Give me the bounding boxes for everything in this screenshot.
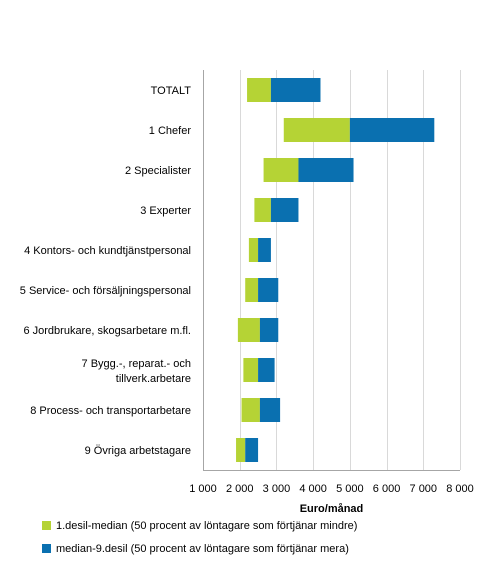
bar-lower-half	[263, 158, 299, 182]
category-label: 5 Service- och försäljningspersonal	[20, 285, 191, 297]
legend-swatch-lower	[42, 521, 51, 530]
category-labels: TOTALT 1 Chefer 2 Specialister 3 Experter 4 …	[20, 85, 192, 457]
category-label: TOTALT	[151, 85, 192, 97]
bars	[236, 78, 435, 462]
x-tick-label: 6 000	[373, 483, 401, 495]
x-tick-label: 1 000	[189, 483, 217, 495]
bar-upper-half	[270, 198, 299, 222]
bar-lower-half	[236, 438, 246, 462]
bar-upper-half	[245, 438, 259, 462]
legend-label-lower: 1.desil-median (50 procent av löntagare …	[56, 520, 357, 532]
x-tick-label: 5 000	[336, 483, 364, 495]
category-label: 6 Jordbrukare, skogsarbetare m.fl.	[23, 325, 191, 337]
category-label: 4 Kontors- och kundtjänstpersonal	[24, 245, 191, 257]
x-axis: 1 000 2 000 3 000 4 000 5 000 6 000 7 000 8 000	[189, 470, 474, 495]
bar-upper-half	[270, 78, 321, 102]
category-label-line: 7 Bygg.-, reparat.- och	[82, 358, 191, 370]
bar-upper-half	[259, 318, 279, 342]
x-tick-label: 4 000	[299, 483, 327, 495]
bar-lower-half	[243, 358, 259, 382]
bar-lower-half	[283, 118, 350, 142]
x-tick-label: 3 000	[263, 483, 291, 495]
bar-upper-half	[258, 358, 275, 382]
x-tick-label: 2 000	[226, 483, 254, 495]
x-tick-label: 7 000	[410, 483, 438, 495]
category-label: 7 Bygg.-, reparat.- och tillverk.arbetare	[82, 358, 191, 385]
category-label-line: tillverk.arbetare	[116, 373, 191, 385]
bar-upper-half	[258, 278, 279, 302]
legend: 1.desil-median (50 procent av löntagare …	[42, 520, 357, 555]
category-label: 1 Chefer	[149, 125, 192, 137]
legend-label-upper: median-9.desil (50 procent av löntagare …	[56, 543, 349, 555]
bar-lower-half	[245, 278, 259, 302]
category-label: 8 Process- och transportarbetare	[30, 405, 191, 417]
bar-lower-half	[237, 318, 260, 342]
category-label: 9 Övriga arbetstagare	[85, 445, 191, 457]
category-label: 3 Experter	[140, 205, 191, 217]
bar-upper-half	[258, 238, 271, 262]
legend-swatch-upper	[42, 544, 51, 553]
bar-lower-half	[247, 78, 271, 102]
bar-upper-half	[349, 118, 435, 142]
bar-lower-half	[248, 238, 259, 262]
category-label: 2 Specialister	[125, 165, 191, 177]
bar-lower-half	[241, 398, 260, 422]
x-tick-label: 8 000	[446, 483, 474, 495]
bar-upper-half	[298, 158, 354, 182]
x-axis-title: Euro/månad	[300, 503, 364, 515]
bar-upper-half	[259, 398, 281, 422]
bar-lower-half	[254, 198, 271, 222]
